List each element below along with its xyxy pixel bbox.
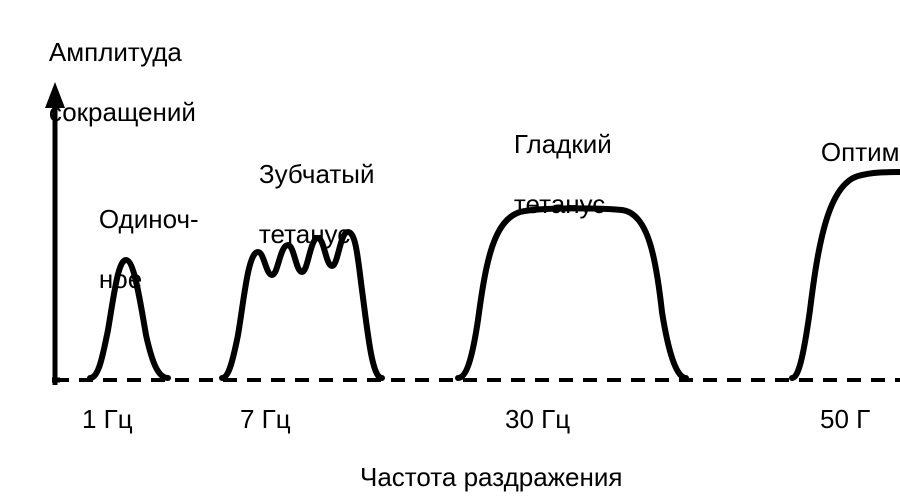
label-serrated-l1: Зубчатый (259, 159, 375, 189)
y-axis-title-line1: Амплитуда (49, 37, 182, 67)
tick-30hz: 30 Гц (505, 405, 570, 435)
label-optimum-text: Оптим (821, 137, 900, 167)
diagram-root: Амплитуда сокращений Одиноч- ное Зубчаты… (0, 0, 900, 500)
tick-7hz: 7 Гц (240, 405, 291, 435)
y-axis-title-line2: сокращений (49, 97, 196, 127)
label-single-l1: Одиноч- (99, 204, 199, 234)
label-single: Одиноч- ное (70, 175, 199, 324)
label-optimum: Оптим (792, 108, 900, 198)
label-smooth: Гладкий тетанус (485, 100, 612, 249)
label-smooth-l1: Гладкий (514, 129, 612, 159)
label-smooth-l2: тетанус (514, 189, 605, 219)
y-axis-title: Амплитуда сокращений (20, 8, 196, 157)
tick-50hz: 50 Г (820, 405, 870, 435)
label-serrated-l2: тетанус (259, 219, 350, 249)
label-single-l2: ное (99, 264, 142, 294)
x-axis-title: Частота раздражения (360, 463, 622, 493)
curve-optimum (792, 172, 900, 378)
tick-1hz: 1 Гц (82, 405, 133, 435)
label-serrated: Зубчатый тетанус (230, 130, 374, 279)
